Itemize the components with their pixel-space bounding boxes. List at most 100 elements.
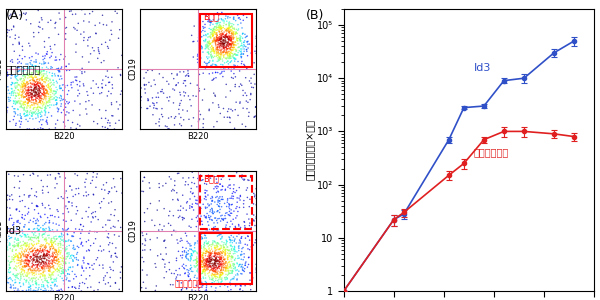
Point [29, 127, 39, 131]
Point [215, 71, 225, 76]
Point [22, 91, 32, 96]
Point [22, 278, 31, 283]
Point [115, 27, 124, 32]
Point [30, 90, 40, 94]
Point [34, 64, 44, 69]
Point [31, 250, 41, 255]
Point [186, 190, 196, 194]
Point [110, 184, 119, 189]
Point [8, 99, 18, 103]
Point [197, 34, 206, 39]
Point [27, 67, 37, 71]
Point [39, 84, 49, 89]
Point [37, 78, 47, 82]
Point [1, 261, 11, 266]
Point [221, 50, 230, 55]
Point [116, 72, 125, 77]
Point [34, 92, 44, 97]
Point [31, 97, 40, 102]
Point [137, 255, 147, 260]
Point [44, 220, 54, 225]
Point [210, 272, 220, 276]
Point [38, 289, 48, 293]
Point [199, 251, 208, 256]
Point [77, 55, 87, 59]
Point [42, 69, 52, 74]
Point [2, 34, 11, 38]
Point [224, 49, 234, 54]
Point [40, 45, 49, 50]
Point [17, 114, 26, 119]
Point [178, 215, 187, 220]
Point [200, 215, 210, 220]
Point [207, 54, 217, 59]
Point [20, 90, 29, 94]
Point [211, 252, 221, 256]
Point [213, 258, 223, 263]
Point [222, 34, 232, 39]
Point [1, 261, 11, 266]
Point [157, 87, 167, 92]
Point [46, 66, 56, 71]
Point [7, 193, 17, 197]
Point [7, 89, 17, 94]
Point [5, 243, 15, 248]
Point [200, 194, 210, 199]
Point [219, 34, 229, 39]
Point [46, 54, 56, 58]
Point [143, 98, 153, 103]
Point [202, 258, 211, 262]
Point [89, 288, 99, 293]
Point [19, 94, 28, 99]
Point [218, 184, 227, 188]
Point [216, 232, 226, 237]
Point [33, 68, 43, 73]
Point [19, 289, 28, 293]
Point [116, 275, 125, 280]
Point [208, 194, 217, 199]
Point [14, 88, 23, 93]
Point [1, 234, 11, 239]
Point [238, 52, 248, 56]
Point [201, 268, 211, 273]
Point [50, 251, 59, 256]
Point [224, 51, 234, 56]
Point [208, 48, 218, 52]
Point [195, 205, 205, 209]
Point [21, 109, 31, 113]
Point [217, 70, 226, 75]
Point [25, 93, 34, 98]
Point [224, 248, 234, 253]
Point [225, 46, 235, 50]
Point [20, 269, 29, 274]
Point [213, 240, 223, 245]
Point [237, 41, 247, 46]
Point [31, 289, 41, 293]
Point [227, 75, 236, 80]
Point [47, 262, 57, 267]
Point [40, 251, 49, 256]
Point [104, 201, 113, 206]
Point [251, 104, 260, 109]
Point [208, 34, 217, 39]
Point [194, 30, 203, 35]
Point [18, 265, 28, 270]
Point [199, 248, 209, 253]
Point [44, 98, 53, 103]
Point [244, 255, 254, 260]
Point [191, 264, 200, 269]
Point [11, 252, 20, 256]
Point [79, 19, 89, 23]
Point [8, 60, 17, 64]
Point [229, 40, 238, 44]
Point [51, 91, 61, 95]
Point [203, 259, 212, 264]
Point [7, 235, 16, 240]
Point [238, 122, 247, 127]
Point [218, 266, 228, 270]
Point [209, 273, 218, 278]
Point [33, 94, 43, 99]
Point [23, 258, 33, 263]
Point [232, 277, 242, 281]
Point [221, 35, 230, 40]
